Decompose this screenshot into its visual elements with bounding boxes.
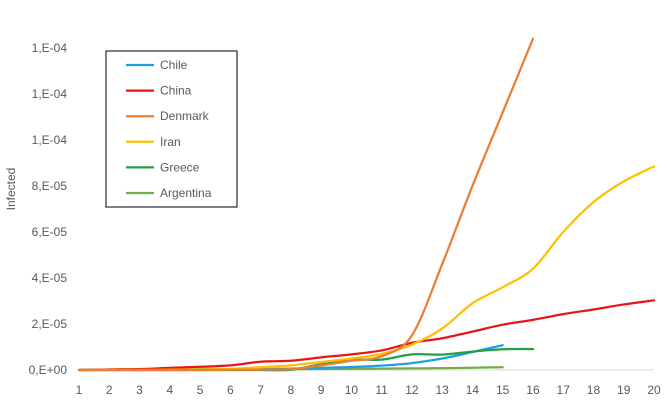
x-tick-label: 16 [526, 383, 540, 397]
y-tick-label: 8,E-05 [32, 179, 68, 193]
x-tick-label: 19 [617, 383, 631, 397]
legend-label-greece: Greece [160, 160, 200, 174]
legend-label-denmark: Denmark [160, 109, 210, 123]
x-tick-label: 9 [318, 383, 325, 397]
x-tick-label: 10 [345, 383, 359, 397]
series-line-denmark [77, 37, 535, 372]
y-axis-ticks: 0,E+00 2,E-05 4,E-05 6,E-05 8,E-05 1,E-04 1,E-… [29, 41, 68, 377]
y-tick-label: 1,E-04 [32, 87, 68, 101]
x-tick-label: 2 [106, 383, 113, 397]
y-tick-label: 4,E-05 [32, 271, 68, 285]
x-tick-label: 8 [287, 383, 294, 397]
series-lines [77, 37, 656, 372]
legend: Chile China Denmark Iran Greece Argentina [105, 50, 238, 208]
legend-label-iran: Iran [160, 135, 181, 149]
x-tick-label: 15 [496, 383, 510, 397]
y-tick-label: 6,E-05 [32, 225, 68, 239]
y-tick-label: 1,E-04 [32, 41, 68, 55]
legend-label-argentina: Argentina [160, 186, 212, 200]
x-tick-label: 14 [466, 383, 480, 397]
x-tick-label: 13 [435, 383, 449, 397]
x-tick-label: 18 [587, 383, 601, 397]
x-tick-label: 12 [405, 383, 419, 397]
x-tick-label: 11 [375, 383, 388, 397]
x-tick-label: 5 [197, 383, 204, 397]
y-axis-title: Infected [4, 168, 18, 211]
y-tick-label: 2,E-05 [32, 317, 68, 331]
x-tick-label: 1 [76, 383, 83, 397]
y-tick-label: 0,E+00 [29, 363, 68, 377]
series-line-china [77, 299, 656, 372]
x-tick-label: 6 [227, 383, 234, 397]
legend-box [105, 50, 238, 208]
y-tick-label: 1,E-04 [32, 133, 68, 147]
x-axis-ticks: 1 2 3 4 5 6 7 8 9 10 11 12 13 14 15 16 17 18 19 20 [76, 383, 661, 397]
legend-label-chile: Chile [160, 58, 188, 72]
legend-label-china: China [160, 84, 192, 98]
x-tick-label: 4 [166, 383, 173, 397]
x-tick-label: 3 [136, 383, 143, 397]
x-tick-label: 17 [557, 383, 571, 397]
x-tick-label: 20 [647, 383, 661, 397]
x-tick-label: 7 [257, 383, 264, 397]
